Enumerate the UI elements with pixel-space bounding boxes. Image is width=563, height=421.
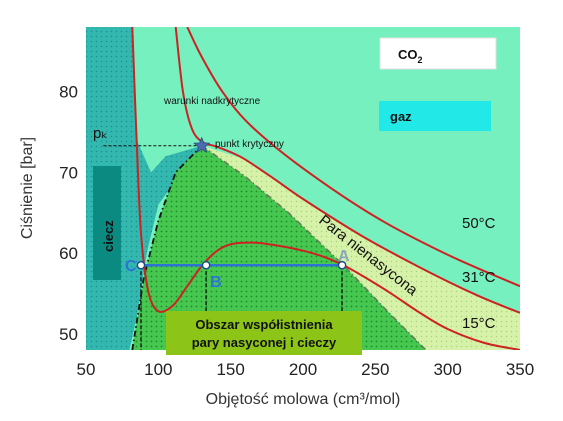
- x-tick-label: 100: [144, 360, 172, 379]
- saturation-dome-left: [131, 145, 203, 350]
- gaz-box: [379, 101, 491, 131]
- supercritical-label: warunki nadkrytyczne: [163, 96, 261, 107]
- isotherm-label-2: 15°C: [462, 315, 496, 332]
- x-tick-label: 300: [433, 360, 461, 379]
- y-tick-label: 60: [59, 244, 78, 263]
- isotherm-line-0: [186, 27, 520, 288]
- x-tick-label: 50: [77, 360, 96, 379]
- isotherm-line-1: [174, 27, 520, 314]
- tie-point-c: [136, 260, 146, 270]
- x-tick-label: 350: [506, 360, 534, 379]
- critical-point-star: [193, 136, 211, 154]
- isotherm-label-1: 31°C: [462, 269, 496, 286]
- tie-point-label-b: B: [210, 274, 222, 291]
- isotherm-label-0: 50°C: [462, 215, 496, 232]
- coexistence-label-line2: pary nasyconej i cieczy: [192, 335, 337, 350]
- saturation-dome-right: [201, 145, 427, 350]
- y-axis-title: Ciśnienie [bar]: [19, 137, 36, 239]
- y-tick-label: 50: [59, 325, 78, 344]
- tie-point-b: [201, 260, 211, 270]
- critical-point-label: punkt krytyczny: [215, 139, 284, 150]
- x-tick-label: 200: [289, 360, 317, 379]
- compound-box: [379, 37, 497, 70]
- isotherm-line-2: [131, 27, 520, 350]
- y-tick-label: 80: [59, 83, 78, 102]
- liquid-box: [93, 166, 121, 280]
- tie-point-label-c: C: [125, 258, 137, 275]
- pk-label: pₖ: [93, 125, 108, 142]
- x-tick-label: 150: [216, 360, 244, 379]
- coexistence-box: [166, 311, 362, 355]
- vapor-region: [201, 145, 520, 350]
- tie-point-a: [337, 260, 347, 270]
- x-tick-label: 250: [361, 360, 389, 379]
- y-tick-label: 70: [59, 163, 78, 182]
- coexistence-label-line1: Obszar współistnienia: [195, 317, 333, 332]
- compound-label: CO2: [398, 47, 423, 65]
- x-axis-title: Objętość molowa (cm³/mol): [206, 391, 401, 408]
- tie-point-label-a: A: [338, 248, 350, 265]
- gaz-label: gaz: [390, 109, 412, 124]
- liquid-label: ciecz: [101, 220, 116, 252]
